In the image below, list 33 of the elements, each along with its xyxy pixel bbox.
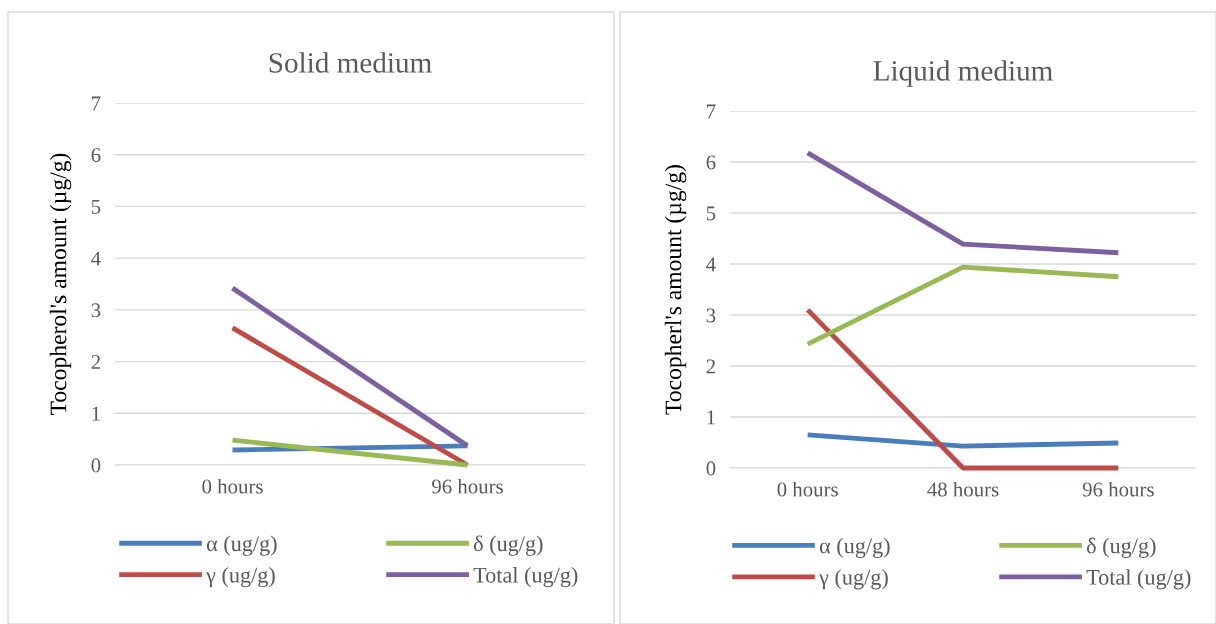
chart-title: Solid medium [269, 52, 432, 73]
x-tick-label: 48 hours [927, 481, 999, 497]
y-tick-label: 3 [91, 303, 101, 318]
y-tick-label: 7 [707, 104, 716, 119]
y-tick-label: 2 [91, 355, 100, 369]
legend-label: δ (ug/g) [1086, 537, 1156, 558]
x-tick-label: 0 hours [777, 481, 838, 497]
y-tick-label: 1 [92, 406, 100, 421]
x-tick-label: 96 hours [1082, 481, 1154, 497]
y-tick-label: 5 [706, 206, 716, 221]
x-tick-label: 0 hours [202, 478, 263, 494]
y-tick-label: 5 [91, 200, 101, 214]
y-tick-label: 0 [91, 458, 101, 473]
legend-label: α (ug/g) [819, 537, 890, 558]
legend-label: Total (ug/g) [1086, 569, 1191, 590]
y-tick-label: 6 [91, 148, 101, 163]
legend-label: γ (ug/g) [819, 569, 888, 590]
legend-label: δ (ug/g) [473, 535, 543, 556]
chart-title: Liquid medium [873, 60, 1053, 87]
x-tick-label: 96 hours [432, 478, 503, 494]
legend-label: Total (ug/g) [473, 567, 578, 588]
y-tick-label: 4 [91, 251, 101, 266]
legend-label: α (ug/g) [206, 535, 277, 556]
y-tick-label: 1 [707, 410, 715, 425]
y-axis-title: Tocopherl's amount (µg/g) [664, 165, 687, 415]
y-axis-title: Tocopherol's amount (µg/g) [49, 153, 72, 415]
y-tick-label: 2 [706, 359, 715, 374]
y-tick-label: 7 [92, 96, 101, 111]
y-tick-label: 4 [706, 257, 716, 272]
y-tick-label: 6 [706, 155, 716, 170]
y-tick-label: 3 [706, 308, 716, 323]
y-tick-label: 0 [706, 461, 716, 476]
legend-label: γ (ug/g) [206, 567, 275, 588]
